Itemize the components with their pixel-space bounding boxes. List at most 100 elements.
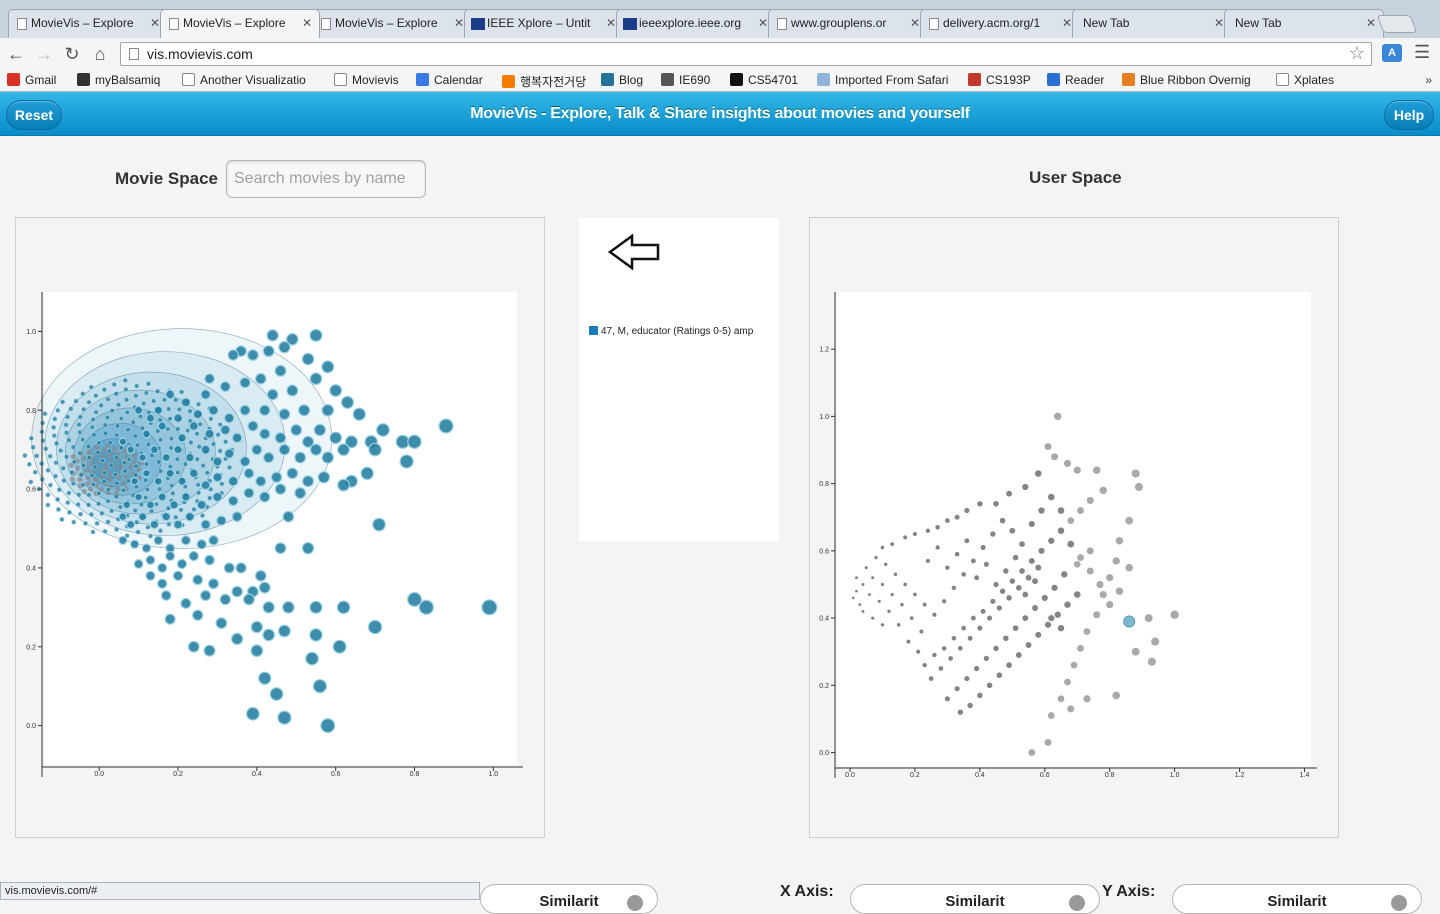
movie-point[interactable] [42,411,48,417]
movie-point[interactable] [94,520,100,526]
user-point[interactable] [974,665,980,672]
user-point[interactable] [890,542,895,547]
movie-point[interactable] [309,628,323,642]
bookmark-item[interactable]: Xplates [1276,73,1334,87]
movie-point[interactable] [223,562,235,574]
user-point[interactable] [877,599,881,603]
movie-point[interactable] [176,406,182,412]
user-point[interactable] [1038,547,1045,554]
movie-point[interactable] [254,569,267,582]
movie-point[interactable] [223,412,235,424]
movie-point[interactable] [259,404,271,416]
movie-point[interactable] [185,452,195,463]
movie-point[interactable] [155,428,161,434]
movie-point[interactable] [180,597,192,609]
movie-point[interactable] [96,501,102,507]
browser-tab[interactable]: MovieVis – Explore ✕ [8,9,168,38]
movie-point[interactable] [188,550,199,562]
user-point[interactable] [993,581,999,588]
movie-point[interactable] [123,386,129,392]
movie-point[interactable] [66,509,72,515]
user-point[interactable] [980,544,986,551]
movie-point[interactable] [212,456,223,467]
user-point[interactable] [1083,695,1091,703]
movie-point[interactable] [138,453,147,462]
movie-point[interactable] [208,535,219,546]
movie-point[interactable] [80,462,86,468]
movie-point[interactable] [124,397,130,403]
movie-point[interactable] [53,460,59,466]
forward-icon[interactable]: → [35,44,53,64]
user-point[interactable] [890,592,894,597]
movie-point[interactable] [239,456,251,467]
movie-point[interactable] [117,504,123,510]
movie-point[interactable] [231,432,243,444]
user-point[interactable] [1073,466,1081,474]
movie-point[interactable] [187,640,200,653]
movie-point[interactable] [113,494,119,500]
user-point[interactable] [922,602,927,607]
user-point[interactable] [983,561,989,567]
movie-point[interactable] [172,570,184,582]
movie-point[interactable] [407,434,422,450]
movie-point[interactable] [126,456,132,462]
movie-point[interactable] [145,500,155,510]
bookmark-item[interactable]: Reader [1047,73,1104,87]
movie-point[interactable] [98,402,104,408]
user-point[interactable] [861,609,865,613]
movie-point[interactable] [188,439,194,445]
user-point[interactable] [909,616,914,620]
user-point[interactable] [1034,470,1042,477]
movie-point[interactable] [145,381,151,387]
movie-point[interactable] [173,519,183,530]
user-point[interactable] [1063,459,1072,468]
tab-close-icon[interactable]: ✕ [149,16,160,30]
user-point[interactable] [1028,557,1035,564]
movie-point[interactable] [321,360,335,374]
movie-point[interactable] [133,559,144,569]
movie-point[interactable] [120,487,126,493]
movie-point[interactable] [114,432,120,438]
movie-point[interactable] [187,408,193,414]
movie-point[interactable] [118,415,124,421]
movie-point[interactable] [118,512,128,522]
movie-point[interactable] [278,443,291,456]
bookmark-item[interactable]: Imported From Safari [817,73,948,87]
bookmark-item[interactable]: Another Visualizatio [182,73,306,87]
movie-point[interactable] [262,601,275,614]
movie-point[interactable] [118,437,128,446]
movie-point[interactable] [309,328,323,342]
movie-point[interactable] [258,581,271,594]
user-point[interactable] [1131,647,1140,656]
user-point[interactable] [855,589,858,593]
user-point[interactable] [1134,482,1143,492]
movie-point[interactable] [294,487,307,500]
movie-point[interactable] [69,469,75,475]
movie-point[interactable] [301,352,315,366]
movie-point[interactable] [321,451,335,464]
user-point[interactable] [864,566,868,570]
movie-point[interactable] [399,454,414,469]
movie-point[interactable] [134,492,143,502]
user-point[interactable] [1077,507,1084,515]
user-point[interactable] [1054,412,1062,421]
user-point[interactable] [970,615,976,621]
tab-close-icon[interactable]: ✕ [757,16,768,30]
user-point[interactable] [1112,691,1121,700]
user-point[interactable] [922,662,927,668]
movie-point[interactable] [122,500,132,510]
movie-point[interactable] [93,393,99,399]
movie-point[interactable] [212,491,223,503]
movie-point[interactable] [105,498,111,504]
user-point[interactable] [1047,493,1055,501]
movie-point[interactable] [332,639,347,654]
x-axis-select[interactable]: Similarit [850,884,1100,914]
user-point[interactable] [1006,490,1013,497]
tab-close-icon[interactable]: ✕ [453,16,464,30]
movie-point[interactable] [141,400,147,406]
movie-point[interactable] [103,430,109,436]
user-point[interactable] [945,565,950,570]
movie-point[interactable] [102,470,108,476]
user-point[interactable] [964,538,970,544]
movie-point[interactable] [143,495,149,501]
